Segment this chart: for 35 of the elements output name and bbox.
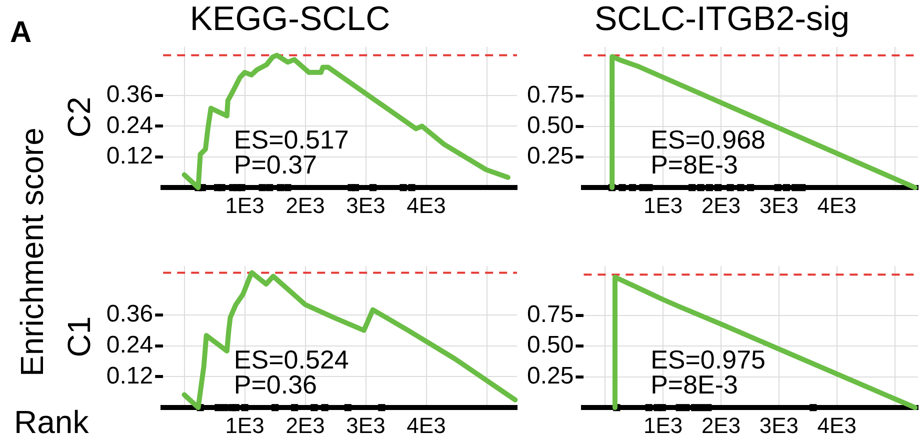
- x-tick-label: 3E3: [346, 192, 386, 218]
- x-tick-label: 2E3: [286, 412, 325, 438]
- y-tick-label: 0.24: [106, 112, 154, 139]
- x-tick-label: 3E3: [346, 412, 386, 438]
- y-tick-label: 0.75: [526, 81, 574, 108]
- text: A: [10, 16, 32, 49]
- x-tick-label: 2E3: [701, 192, 741, 218]
- y-axis-title: C2: [61, 96, 98, 138]
- x-tick-label: 4E3: [406, 412, 446, 438]
- y-axis-title: C1: [61, 316, 98, 358]
- x-tick-label: 3E3: [759, 192, 799, 218]
- y-tick-label: 0.24: [106, 331, 154, 358]
- x-tick-label: 1E3: [225, 192, 264, 218]
- y-tick-label: 0.25: [526, 362, 574, 390]
- text: Rank: [14, 404, 89, 440]
- x-tick-label: 2E3: [286, 192, 325, 218]
- y-tick-label: 0.75: [526, 300, 574, 328]
- y-tick-label: 0.50: [526, 332, 574, 359]
- y-tick-label: 0.12: [106, 362, 154, 390]
- y-tick-label: 0.12: [106, 142, 154, 170]
- chart-title: KEGG-SCLC: [190, 0, 390, 38]
- y-tick-label: 0.50: [526, 112, 574, 140]
- x-tick-label: 1E3: [644, 192, 683, 218]
- x-tick-label: 1E3: [225, 412, 264, 438]
- x-tick-label: 4E3: [817, 192, 856, 218]
- x-tick-label: 4E3: [817, 412, 856, 438]
- y-tick-label: 0.25: [526, 142, 574, 170]
- text: Enrichment score: [14, 128, 50, 376]
- x-tick-label: 2E3: [701, 412, 741, 438]
- y-tick-label: 0.36: [106, 300, 154, 328]
- x-tick-label: 3E3: [759, 412, 799, 438]
- chart-title: SCLC-ITGB2-sig: [594, 0, 850, 38]
- y-tick-label: 0.36: [106, 81, 154, 108]
- x-tick-label: 4E3: [406, 192, 446, 218]
- x-tick-label: 1E3: [644, 412, 683, 438]
